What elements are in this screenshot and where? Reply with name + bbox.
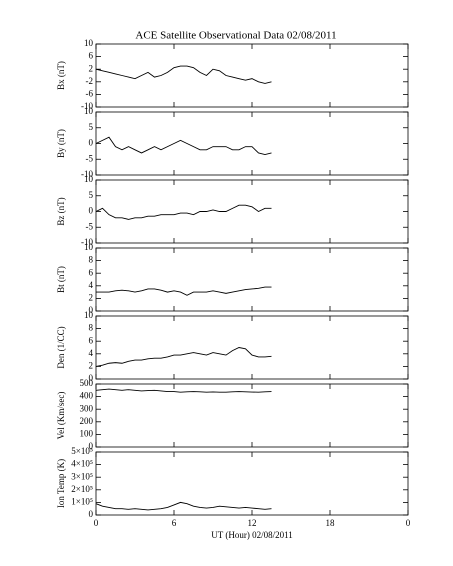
y-tick-label: 10 [84,310,94,320]
y-tick-label: 3×10⁵ [71,471,93,481]
panel-frame [95,383,409,448]
x-tick-label: 18 [326,518,336,528]
y-tick-label: -10 [81,101,93,111]
y-tick-label: 10 [84,106,94,116]
y-tick-label: -2 [86,76,94,86]
y-tick-label: 0 [89,305,94,315]
y-tick-label: -5 [86,221,94,231]
panel-frame [95,451,409,516]
panel-frame [95,43,409,108]
y-axis-label: Bx (nT) [56,61,66,90]
y-axis-label: Vel (Km/sec) [56,392,66,440]
y-tick-label: 0 [89,206,94,216]
y-axis-label: Bz (nT) [56,197,66,225]
x-tick-label: 0 [406,518,411,528]
x-tick-label: 12 [248,518,257,528]
y-tick-label: 2 [89,63,94,73]
x-tick-label: 0 [94,518,99,528]
data-line [95,204,272,220]
y-tick-label: -10 [81,237,93,247]
data-line [95,136,272,155]
y-tick-label: 5×10⁵ [71,446,93,456]
x-axis-label: UT (Hour) 02/08/2011 [211,530,293,540]
panel-frame [95,179,409,244]
y-axis-label: Ion Temp (K) [56,459,66,508]
y-tick-label: 6 [89,51,94,61]
panel-frame [95,315,409,380]
data-line [95,501,272,511]
y-tick-label: 500 [80,378,94,388]
y-tick-label: 200 [80,416,94,426]
y-tick-label: 1×10⁵ [71,496,93,506]
chart-title: ACE Satellite Observational Data 02/08/2… [135,30,336,42]
y-tick-label: 2 [89,292,94,302]
data-line [95,347,272,367]
y-tick-label: 400 [80,391,94,401]
y-tick-label: 4 [89,348,94,358]
y-tick-label: -5 [86,153,94,163]
y-tick-label: 0 [89,441,94,451]
data-line [96,286,272,296]
y-tick-label: 10 [84,174,94,184]
y-tick-label: 6 [89,267,94,277]
y-tick-label: 300 [80,403,94,413]
y-tick-label: 6 [89,335,94,345]
data-line [95,65,272,84]
y-tick-label: 10 [84,38,94,48]
y-axis-label: By (nT) [56,129,66,158]
y-tick-label: 0 [89,509,94,519]
y-tick-label: 4 [89,280,94,290]
y-tick-label: 5 [89,122,94,132]
y-tick-label: 8 [89,323,94,333]
y-tick-label: 0 [89,373,94,383]
y-axis-label: Bt (nT) [56,266,66,293]
y-tick-label: 2 [89,360,94,370]
y-axis-label: Den (1/CC) [56,326,66,368]
y-tick-label: 8 [89,255,94,265]
panel-frame [95,111,409,176]
y-tick-label: 4×10⁵ [71,459,93,469]
y-tick-label: -6 [86,88,94,98]
x-tick-label: 6 [172,518,177,528]
data-line [95,388,272,393]
panel-frame [95,247,409,312]
y-tick-label: 100 [80,428,94,438]
y-tick-label: 0 [89,138,94,148]
y-tick-label: 2×10⁵ [71,484,93,494]
y-tick-label: 10 [84,242,94,252]
y-tick-label: 5 [89,190,94,200]
y-tick-label: -10 [81,169,93,179]
